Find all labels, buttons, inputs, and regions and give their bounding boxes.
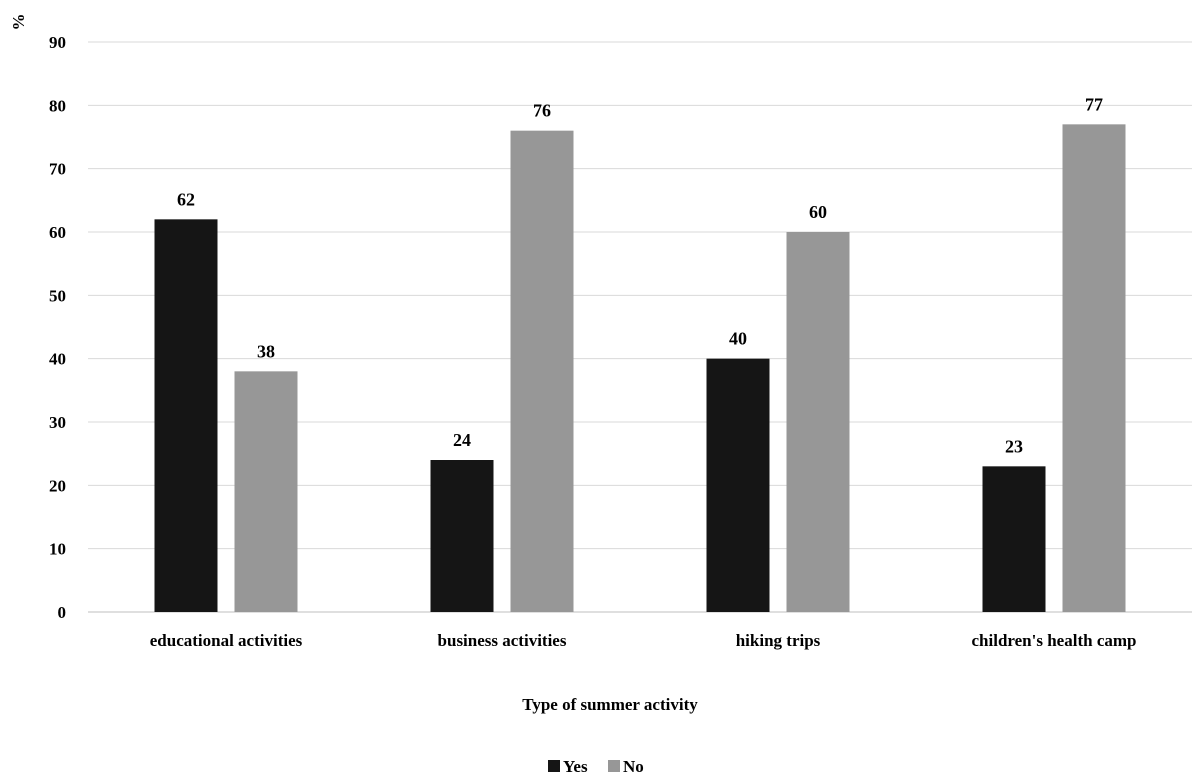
bar-yes-0: [154, 219, 218, 613]
data-label: 38: [257, 341, 275, 361]
category-labels: educational activities business activitie…: [150, 631, 1137, 650]
bar-no-2: [786, 232, 850, 612]
legend: Yes No: [548, 757, 644, 776]
y-tick-label: 90: [49, 33, 66, 52]
y-tick-label: 20: [49, 476, 66, 495]
data-label: 77: [1085, 94, 1103, 114]
bar-yes-3: [982, 466, 1046, 612]
bar-yes-1: [430, 460, 494, 612]
y-tick-label: 80: [49, 96, 66, 115]
data-label: 60: [809, 202, 827, 222]
legend-label-no: No: [623, 757, 644, 776]
y-tick-label: 50: [49, 286, 66, 305]
data-label: 40: [729, 329, 747, 349]
y-tick-label: 10: [49, 540, 66, 559]
y-tick-label: 60: [49, 223, 66, 242]
data-label: 23: [1005, 436, 1023, 456]
y-axis-title: %: [9, 14, 28, 31]
y-tick-label: 30: [49, 413, 66, 432]
x-tick-label: educational activities: [150, 631, 303, 650]
x-tick-label: hiking trips: [736, 631, 821, 650]
y-tick-label: 40: [49, 350, 66, 369]
y-axis-ticks: 0 10 20 30 40 50 60 70 80 90: [49, 33, 66, 622]
data-label: 24: [453, 430, 471, 450]
y-tick-label: 0: [58, 603, 67, 622]
y-tick-label: 70: [49, 160, 66, 179]
bar-no-3: [1062, 124, 1126, 612]
data-label: 76: [533, 101, 551, 121]
legend-swatch-yes: [548, 760, 560, 772]
x-axis-title: Type of summer activity: [522, 695, 698, 714]
data-label: 62: [177, 189, 195, 209]
legend-label-yes: Yes: [563, 757, 588, 776]
x-tick-label: business activities: [438, 631, 567, 650]
bars: [154, 124, 1126, 613]
bar-no-1: [510, 130, 574, 612]
data-labels: 62 38 24 76 40 60 23 77: [177, 94, 1103, 456]
bar-yes-2: [706, 358, 770, 612]
legend-swatch-no: [608, 760, 620, 772]
bar-no-0: [234, 371, 298, 612]
x-tick-label: children's health camp: [972, 631, 1137, 650]
